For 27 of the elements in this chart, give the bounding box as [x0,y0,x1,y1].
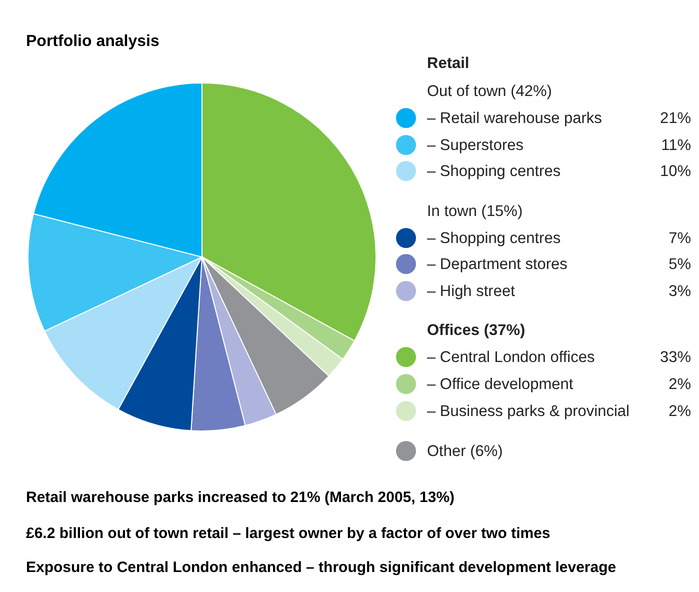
text: Retail warehouse parks increased to 21% (March 2005, 13%) [26,489,455,506]
data-label: 10% [660,163,692,180]
legend-label: – Business parks & provincial [427,403,630,420]
data-label: 11% [661,137,692,154]
data-label: 33% [660,349,692,366]
text: Out of town (42%) [427,83,552,100]
legend-label: – Superstores [427,137,524,154]
text: In town (15%) [427,203,523,220]
legend-label: – Central London offices [427,349,595,366]
legend-label: Other (6%) [427,443,503,460]
data-label: 7% [668,230,692,247]
data-label: 5% [668,256,692,273]
text: £6.2 billion out of town retail – largest owner by a factor of over two times [26,525,550,542]
text: Retail [427,55,470,72]
legend-label: – Shopping centres [427,163,561,180]
legend-label: – Department stores [427,256,568,273]
legend-label: – Office development [427,376,574,393]
data-label: 2% [668,376,692,393]
legend-label: – Retail warehouse parks [427,110,602,127]
data-label: 3% [668,283,692,300]
data-label: 21% [660,110,692,127]
data-label: 2% [668,403,692,420]
legend-label: – High street [427,283,516,300]
chart-title: Portfolio analysis [26,33,160,50]
text: Offices (37%) [427,322,526,339]
legend-label: – Shopping centres [427,230,561,247]
text: Exposure to Central London enhanced – through significant development leverage [26,559,616,576]
